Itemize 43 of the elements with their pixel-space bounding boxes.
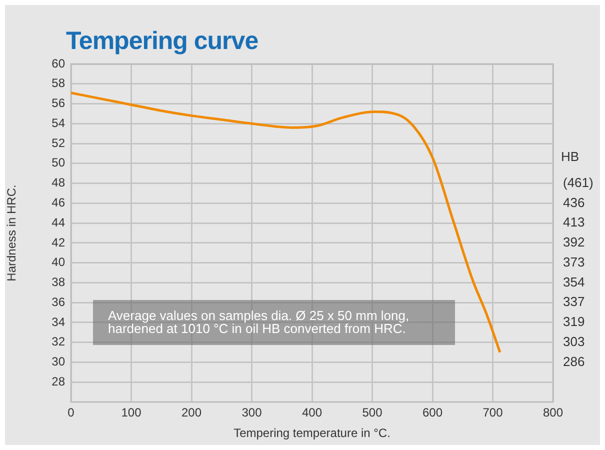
x-tick-label: 300 (242, 406, 262, 420)
chart-title: Tempering curve (66, 27, 258, 56)
y-tick-label: 30 (52, 354, 66, 369)
text: 392 (563, 234, 585, 250)
x-tick-label: 700 (482, 406, 504, 420)
text: 319 (563, 314, 585, 330)
text: 303 (563, 334, 585, 349)
text: 373 (563, 254, 585, 270)
y-tick-label: 42 (52, 235, 66, 250)
y-tick-label: 56 (52, 96, 66, 110)
y-tick-label: 28 (52, 374, 66, 388)
text: (461) (563, 174, 594, 190)
x-tick-label: 600 (422, 406, 443, 420)
y-tick-label: 50 (52, 156, 66, 170)
text: 286 (563, 354, 585, 369)
text: 354 (563, 274, 585, 290)
y-tick-label: 38 (52, 275, 66, 290)
x-tick-label: 500 (362, 406, 383, 420)
y-tick-label: 52 (52, 136, 66, 150)
x-axis-title: Tempering temperature in °C. (234, 426, 390, 440)
y-tick-label: 54 (52, 116, 66, 130)
text: 413 (563, 214, 585, 230)
x-tick-label: 0 (68, 406, 75, 420)
text: 436 (563, 194, 585, 210)
x-tick-label: 100 (121, 406, 142, 420)
y-tick-label: 46 (52, 195, 66, 210)
x-tick-label: 400 (302, 406, 322, 420)
text: 337 (563, 294, 585, 310)
y-tick-label: 58 (52, 76, 66, 90)
y-tick-label: 32 (52, 334, 66, 349)
y-tick-label: 36 (52, 294, 66, 309)
y-axis-title: Hardness in HRC. (4, 184, 19, 282)
y-tick-label: 60 (52, 56, 66, 70)
annotation: Average values on samples dia. Ø 25 x 50 mm long, hardened at 1010 °C in oil HB converted from HRC. (108, 308, 410, 336)
line-series (71, 92, 502, 354)
text: HB (561, 148, 580, 164)
y-tick-label: 40 (52, 255, 66, 270)
x-tick-label: 200 (181, 406, 202, 420)
y-tick-label: 44 (52, 215, 66, 230)
y-tick-label: 34 (52, 314, 66, 329)
y-tick-label: 48 (52, 176, 66, 190)
x-tick-label: 800 (542, 406, 564, 420)
note-box: Average values on samples dia. Ø 25 x 50 mm long, hardened at 1010 °C in oil HB converted from HRC. (93, 300, 455, 345)
